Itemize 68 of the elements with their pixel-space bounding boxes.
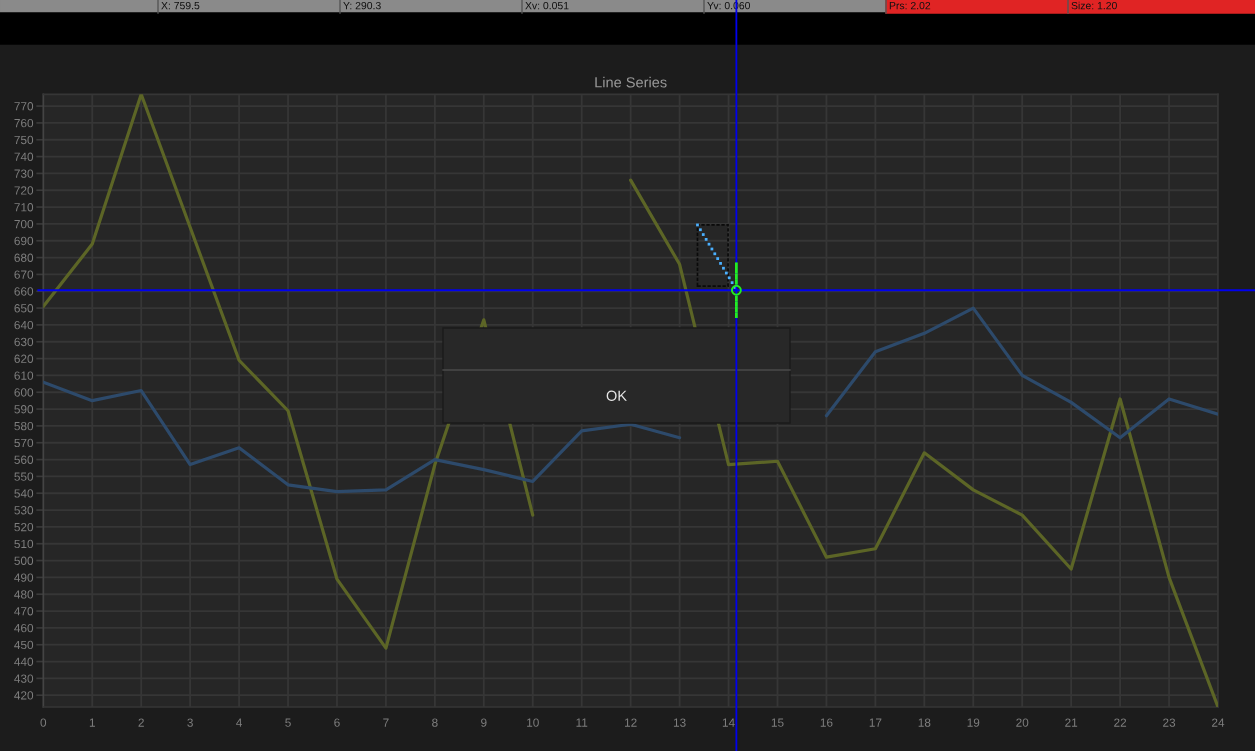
y-tick-label: 450 xyxy=(14,640,34,650)
y-tick-label: 700 xyxy=(14,219,34,229)
x-tick-label: 3 xyxy=(187,718,193,727)
x-tick-label: 11 xyxy=(576,718,588,727)
text: Y: 290.3 xyxy=(343,1,381,10)
x-tick-label: 23 xyxy=(1163,718,1176,727)
x-tick-label: 8 xyxy=(432,718,438,727)
y-tick-label: 660 xyxy=(14,287,34,296)
y-tick-label: 570 xyxy=(14,438,34,448)
x-tick-label: 20 xyxy=(1016,718,1029,727)
y-tick-label: 520 xyxy=(14,522,34,532)
y-tick-label: 650 xyxy=(14,304,34,313)
x-tick-label: 22 xyxy=(1114,718,1127,727)
y-tick-label: 750 xyxy=(14,135,34,145)
x-tick-label: 6 xyxy=(334,718,340,727)
y-tick-label: 510 xyxy=(14,539,34,549)
x-tick-label: 5 xyxy=(285,718,291,727)
y-tick-label: 610 xyxy=(14,371,34,380)
y-tick-label: 730 xyxy=(14,169,34,178)
y-tick-label: 530 xyxy=(14,506,34,515)
y-tick-label: 630 xyxy=(14,337,34,347)
y-tick-label: 620 xyxy=(14,354,34,363)
y-tick-label: 680 xyxy=(14,253,34,262)
y-tick-label: 600 xyxy=(14,388,34,397)
x-tick-label: 10 xyxy=(527,718,539,727)
x-tick-label: 9 xyxy=(481,718,487,727)
x-tick-label: 13 xyxy=(673,718,686,727)
y-tick-label: 710 xyxy=(14,203,34,212)
x-tick-label: 24 xyxy=(1212,718,1225,727)
y-tick-label: 430 xyxy=(14,674,34,683)
y-tick-label: 460 xyxy=(14,623,34,633)
x-tick-label: 1 xyxy=(89,718,95,727)
y-tick-label: 770 xyxy=(14,102,34,111)
x-tick-label: 16 xyxy=(820,718,833,727)
text: Size: 1.20 xyxy=(1071,1,1117,10)
x-tick-label: 7 xyxy=(383,718,389,727)
annotation: OK xyxy=(606,390,627,401)
x-tick-label: 18 xyxy=(918,718,931,727)
text: X: 759.5 xyxy=(161,1,200,10)
y-tick-label: 550 xyxy=(14,472,34,481)
x-tick-label: 19 xyxy=(967,718,980,727)
y-tick-label: 740 xyxy=(14,152,34,161)
x-tick-label: 14 xyxy=(722,718,735,727)
y-tick-label: 760 xyxy=(14,118,34,128)
x-tick-label: 4 xyxy=(236,718,243,727)
y-tick-label: 500 xyxy=(14,556,34,565)
text: Prs: 2.02 xyxy=(889,1,931,10)
y-tick-label: 480 xyxy=(14,590,34,599)
x-tick-label: 15 xyxy=(771,718,784,727)
y-tick-label: 670 xyxy=(14,270,34,279)
y-tick-label: 640 xyxy=(14,320,34,330)
y-tick-label: 690 xyxy=(14,236,34,246)
x-tick-label: 2 xyxy=(138,718,144,727)
x-tick-label: 12 xyxy=(624,718,637,727)
x-tick-label: 21 xyxy=(1065,718,1078,727)
y-tick-label: 560 xyxy=(14,455,34,464)
y-tick-label: 590 xyxy=(14,405,34,414)
y-tick-label: 470 xyxy=(14,607,34,616)
text: Xv: 0.051 xyxy=(525,1,569,10)
y-tick-label: 420 xyxy=(14,691,34,700)
x-tick-label: 0 xyxy=(40,718,47,727)
chart-title: Line Series xyxy=(595,76,667,88)
y-tick-label: 440 xyxy=(14,657,34,666)
y-tick-label: 580 xyxy=(14,421,34,431)
y-tick-label: 490 xyxy=(14,573,34,582)
y-tick-label: 720 xyxy=(14,186,34,195)
y-tick-label: 540 xyxy=(14,489,34,498)
x-tick-label: 17 xyxy=(869,718,882,727)
